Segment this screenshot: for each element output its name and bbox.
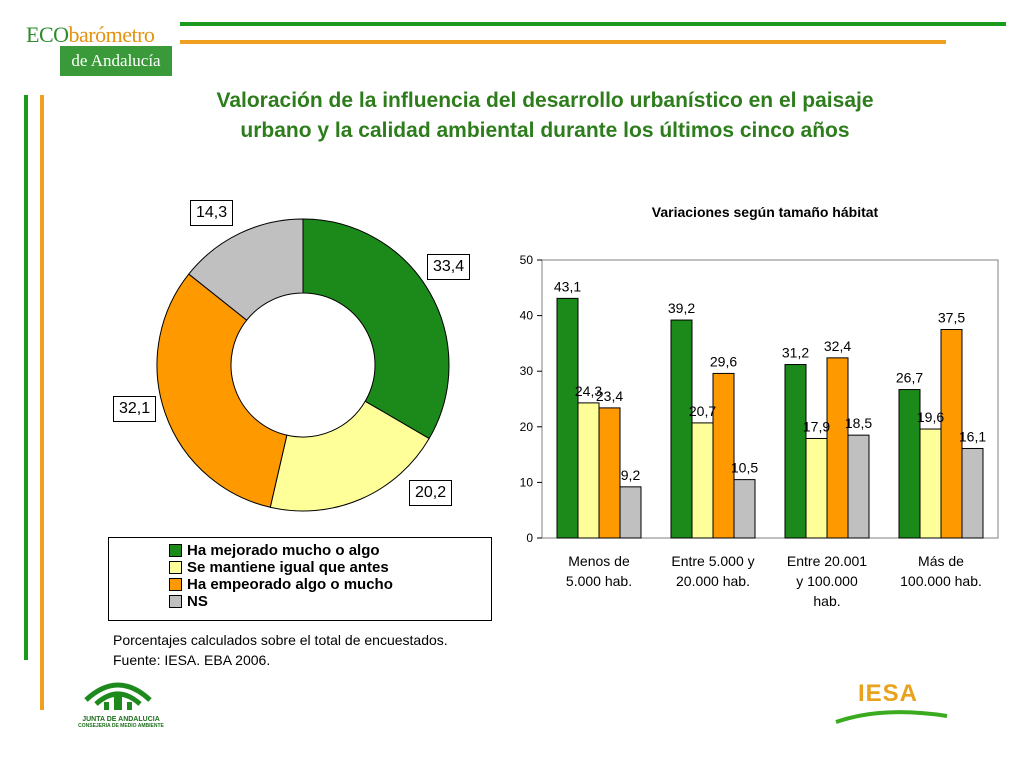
junta-logo-icon	[84, 682, 152, 710]
bar-data-label: 16,1	[959, 428, 986, 444]
page-title: Valoración de la influencia del desarrol…	[100, 86, 990, 146]
iesa-logo-text: IESA	[858, 680, 919, 707]
legend-item-igual: Se mantiene igual que antes	[109, 559, 491, 576]
x-tick-label: hab.	[813, 593, 840, 609]
donut-label-mejorado: 33,4	[427, 254, 471, 280]
legend-item-empeorado: Ha empeorado algo o mucho	[109, 576, 491, 593]
footnote: Porcentajes calculados sobre el total de…	[113, 630, 448, 670]
donut-label-empeorado: 32,1	[113, 396, 157, 422]
header-green-line	[180, 22, 1006, 26]
bar-category-labels: Menos de 5.000 hab. Entre 5.000 y 20.000 ha…	[566, 553, 982, 609]
brand-barometro: barómetro	[68, 22, 155, 47]
bar-data-label: 18,5	[845, 415, 872, 431]
donut-slices	[156, 218, 450, 512]
legend-label-mejorado: Ha mejorado mucho o algo	[187, 542, 380, 559]
bar-data-label: 23,4	[596, 388, 623, 404]
junta-name: JUNTA DE ANDALUCIA	[82, 716, 160, 723]
donut-slice-mejorado	[302, 218, 450, 440]
bar-ns	[619, 486, 642, 539]
legend-swatch-igual	[169, 561, 182, 574]
donut-slice-empeorado	[156, 273, 288, 508]
bar-data-label: 19,6	[917, 409, 944, 425]
donut-label-ns: 14,3	[190, 200, 234, 226]
bar-igual	[691, 422, 714, 539]
donut-label-igual: 20,2	[409, 480, 453, 506]
bar-data-labels: 43,1 24,323,4 9,2 39,2 20,7 29,6 10,5 31,2 17,9 3…	[554, 278, 986, 482]
legend-label-igual: Se mantiene igual que antes	[187, 559, 389, 576]
bar-data-label: 10,5	[731, 460, 758, 476]
title-line-2: urbano y la calidad ambiental durante lo…	[240, 119, 850, 142]
bar-data-label: 39,2	[668, 300, 695, 316]
x-tick-label: 5.000 hab.	[566, 573, 632, 589]
bar-mejorado	[670, 319, 693, 539]
bar-igual	[577, 402, 600, 539]
y-tick-label: 0	[526, 531, 533, 545]
y-tick-label: 40	[520, 309, 534, 323]
x-tick-label: Más de	[918, 553, 964, 569]
legend-swatch-empeorado	[169, 578, 182, 591]
legend-item-mejorado: Ha mejorado mucho o algo	[109, 542, 491, 559]
x-tick-label: Menos de	[568, 553, 630, 569]
legend-item-ns: NS	[109, 593, 491, 610]
bar-bars	[556, 297, 984, 539]
bar-data-label: 37,5	[938, 310, 965, 326]
legend-label-empeorado: Ha empeorado algo o mucho	[187, 576, 393, 593]
y-tick-label: 30	[520, 364, 534, 378]
bar-mejorado	[556, 297, 579, 539]
bar-data-label: 43,1	[554, 278, 581, 294]
chart-legend: Ha mejorado mucho o algo Se mantiene igu…	[108, 537, 492, 621]
bar-data-label: 24,3	[575, 383, 602, 399]
bar-data-label: 31,2	[782, 345, 809, 361]
junta-consejeria: CONSEJERIA DE MEDIO AMBIENTE	[78, 723, 164, 729]
bar-data-label: 32,4	[824, 338, 851, 354]
bar-data-label: 9,2	[621, 467, 641, 483]
bar-empeorado	[940, 329, 963, 539]
brand-logo-text: ECObarómetro	[26, 22, 155, 48]
bar-igual	[919, 428, 942, 539]
footnote-line-1: Porcentajes calculados sobre el total de…	[113, 632, 448, 648]
bar-igual	[805, 437, 828, 539]
header-orange-line	[180, 40, 946, 44]
legend-swatch-ns	[169, 595, 182, 608]
side-green-line	[24, 95, 28, 660]
x-tick-label: 100.000 hab.	[900, 573, 982, 589]
y-tick-label: 20	[520, 420, 534, 434]
doughnut-chart	[156, 218, 450, 512]
bar-empeorado	[826, 357, 849, 539]
bar-data-label: 29,6	[710, 353, 737, 369]
donut-slice-igual	[269, 400, 430, 512]
x-tick-label: Entre 5.000 y	[671, 553, 754, 569]
title-line-1: Valoración de la influencia del desarrol…	[216, 89, 874, 112]
donut-slice-ns	[188, 218, 304, 321]
bar-empeorado	[598, 407, 621, 539]
x-tick-label: Entre 20.001	[787, 553, 867, 569]
y-tick-label: 50	[520, 253, 534, 267]
x-tick-label: y 100.000	[796, 573, 858, 589]
bar-ns	[733, 479, 756, 539]
side-orange-line	[40, 95, 44, 710]
y-tick-label: 10	[520, 475, 534, 489]
bar-ns	[847, 434, 870, 539]
bar-chart-title: Variaciones según tamaño hábitat	[651, 204, 879, 220]
footnote-line-2: Fuente: IESA. EBA 2006.	[113, 652, 271, 668]
bar-mejorado	[784, 364, 807, 539]
bar-chart: 0 10 20 30 40 50 43,1 24,323,4 9,2 39,2 20,7 29,6 1…	[520, 253, 999, 609]
legend-label-ns: NS	[187, 593, 208, 610]
junta-logo-text: JUNTA DE ANDALUCIA CONSEJERIA DE MEDIO A…	[76, 716, 166, 729]
bar-ns	[961, 447, 984, 539]
legend-swatch-mejorado	[169, 544, 182, 557]
iesa-swoosh-icon	[835, 710, 948, 724]
brand-andalucia-box: de Andalucía	[60, 46, 172, 76]
bar-data-label: 17,9	[803, 418, 830, 434]
bar-empeorado	[712, 372, 735, 539]
x-tick-label: 20.000 hab.	[676, 573, 750, 589]
bar-data-label: 26,7	[896, 370, 923, 386]
brand-eco: ECO	[26, 22, 69, 47]
bar-data-label: 20,7	[689, 403, 716, 419]
